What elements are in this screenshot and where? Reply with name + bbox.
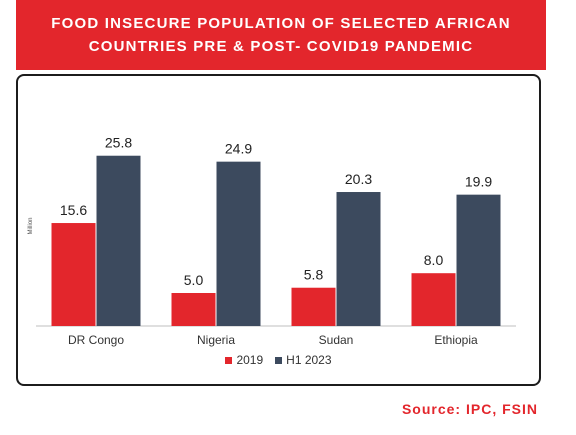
legend-label-2019: 2019 <box>236 353 264 367</box>
bar-h1-2023-dr-congo <box>96 155 141 326</box>
bar-2019-sudan <box>291 287 336 326</box>
source-note: Source: IPC, FSIN <box>401 401 538 417</box>
title-banner: FOOD INSECURE POPULATION OF SELECTED AFR… <box>16 0 546 70</box>
bar-2019-ethiopia <box>411 273 456 326</box>
data-label-h1-2023-dr-congo: 25.8 <box>105 135 132 151</box>
data-label-h1-2023-nigeria: 24.9 <box>225 141 252 157</box>
legend-item-2019: 2019 <box>225 353 263 367</box>
data-label-h1-2023-ethiopia: 19.9 <box>465 174 492 190</box>
x-tick-label: DR Congo <box>68 333 124 347</box>
bar-h1-2023-nigeria <box>216 161 261 326</box>
x-tick-label: Ethiopia <box>434 333 478 347</box>
data-label-2019-ethiopia: 8.0 <box>424 252 444 268</box>
legend-swatch-h1-2023 <box>275 356 283 364</box>
chart-panel: Million 15.6 25.8 DR Congo 5.0 24.9 Nigeria 5.8… <box>16 74 541 386</box>
data-label-h1-2023-sudan: 20.3 <box>345 171 372 187</box>
bar-chart: Million 15.6 25.8 DR Congo 5.0 24.9 Nigeria 5.8… <box>28 135 516 347</box>
title-line-1: FOOD INSECURE POPULATION OF SELECTED AFR… <box>51 15 511 32</box>
title-line-2: COUNTRIES PRE & POST- COVID19 PANDEMIC <box>88 38 474 55</box>
bar-2019-nigeria <box>171 293 216 326</box>
legend: 2019 H1 2023 <box>18 353 539 367</box>
x-tick-label: Sudan <box>319 333 354 347</box>
y-axis-label: Million <box>28 217 34 234</box>
data-label-2019-sudan: 5.8 <box>304 267 324 283</box>
legend-label-h1-2023: H1 2023 <box>286 353 332 367</box>
bar-2019-dr-congo <box>51 223 96 326</box>
bar-h1-2023-sudan <box>336 192 381 326</box>
legend-swatch-2019 <box>225 356 233 364</box>
bar-h1-2023-ethiopia <box>456 194 501 326</box>
data-label-2019-dr-congo: 15.6 <box>60 202 87 218</box>
legend-item-h1-2023: H1 2023 <box>275 353 332 367</box>
data-label-2019-nigeria: 5.0 <box>184 272 204 288</box>
x-tick-label: Nigeria <box>197 333 235 347</box>
